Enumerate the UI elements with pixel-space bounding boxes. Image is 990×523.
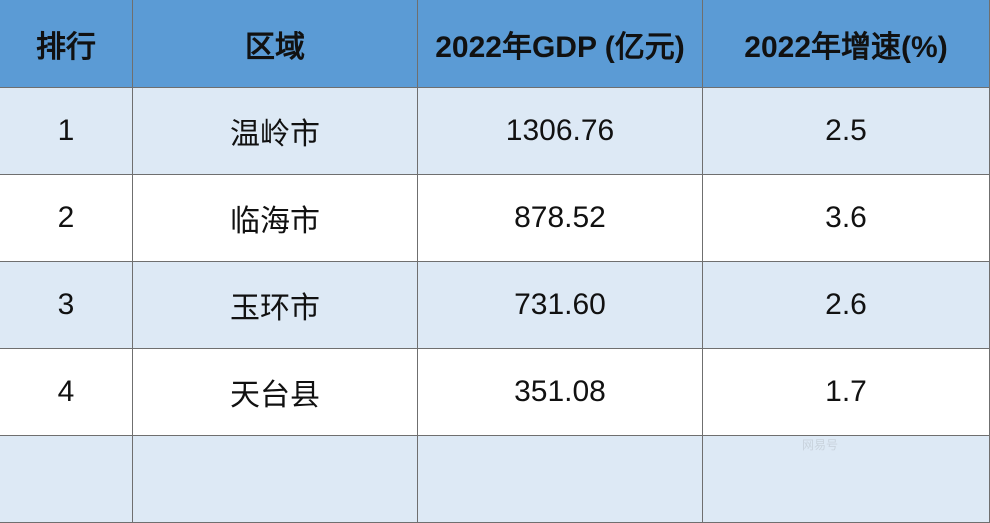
table-cell: 2.5	[703, 88, 990, 175]
table-cell: 351.08	[418, 349, 703, 436]
table-cell-empty	[0, 436, 133, 523]
table-cell: 1306.76	[418, 88, 703, 175]
table-cell: 2	[0, 175, 133, 262]
table-cell: 天台县	[133, 349, 418, 436]
table-cell: 1	[0, 88, 133, 175]
table-cell: 临海市	[133, 175, 418, 262]
table-cell: 3.6	[703, 175, 990, 262]
table-cell: 玉环市	[133, 262, 418, 349]
table-cell: 878.52	[418, 175, 703, 262]
table-cell: 3	[0, 262, 133, 349]
header-cell: 2022年GDP (亿元)	[418, 0, 703, 88]
table-cell-empty	[703, 436, 990, 523]
table-cell-empty	[418, 436, 703, 523]
table-cell: 731.60	[418, 262, 703, 349]
table-cell: 4	[0, 349, 133, 436]
watermark: 网易号	[801, 438, 838, 452]
table-cell: 2.6	[703, 262, 990, 349]
header-cell: 区域	[133, 0, 418, 88]
header-cell: 2022年增速(%)	[703, 0, 990, 88]
table-cell: 1.7	[703, 349, 990, 436]
table-cell: 温岭市	[133, 88, 418, 175]
table-cell-empty	[133, 436, 418, 523]
header-cell: 排行	[0, 0, 133, 88]
